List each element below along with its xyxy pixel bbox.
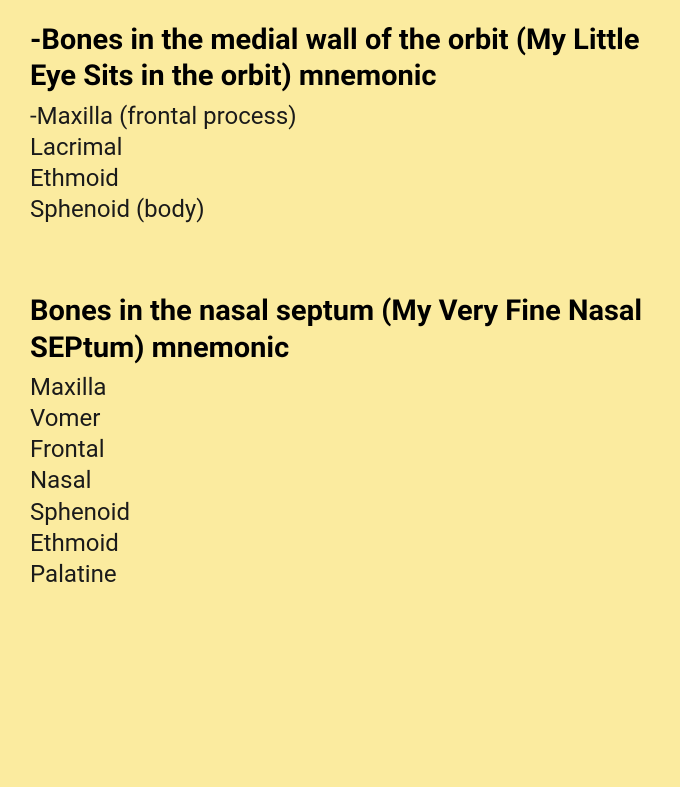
list-item: Sphenoid: [30, 497, 650, 528]
list-item: Nasal: [30, 465, 650, 496]
section-orbit-bones: -Bones in the medial wall of the orbit (…: [30, 22, 650, 225]
list-item: Lacrimal: [30, 132, 650, 163]
list-item: Ethmoid: [30, 163, 650, 194]
list-item: Palatine: [30, 559, 650, 590]
list-item: Frontal: [30, 434, 650, 465]
list-item: Maxilla: [30, 372, 650, 403]
list-item: Vomer: [30, 403, 650, 434]
section-nasal-septum: Bones in the nasal septum (My Very Fine …: [30, 293, 650, 590]
list-item: -Maxilla (frontal process): [30, 101, 650, 132]
heading-orbit-bones: -Bones in the medial wall of the orbit (…: [30, 22, 650, 95]
heading-nasal-septum: Bones in the nasal septum (My Very Fine …: [30, 293, 650, 366]
list-item: Ethmoid: [30, 528, 650, 559]
list-item: Sphenoid (body): [30, 194, 650, 225]
